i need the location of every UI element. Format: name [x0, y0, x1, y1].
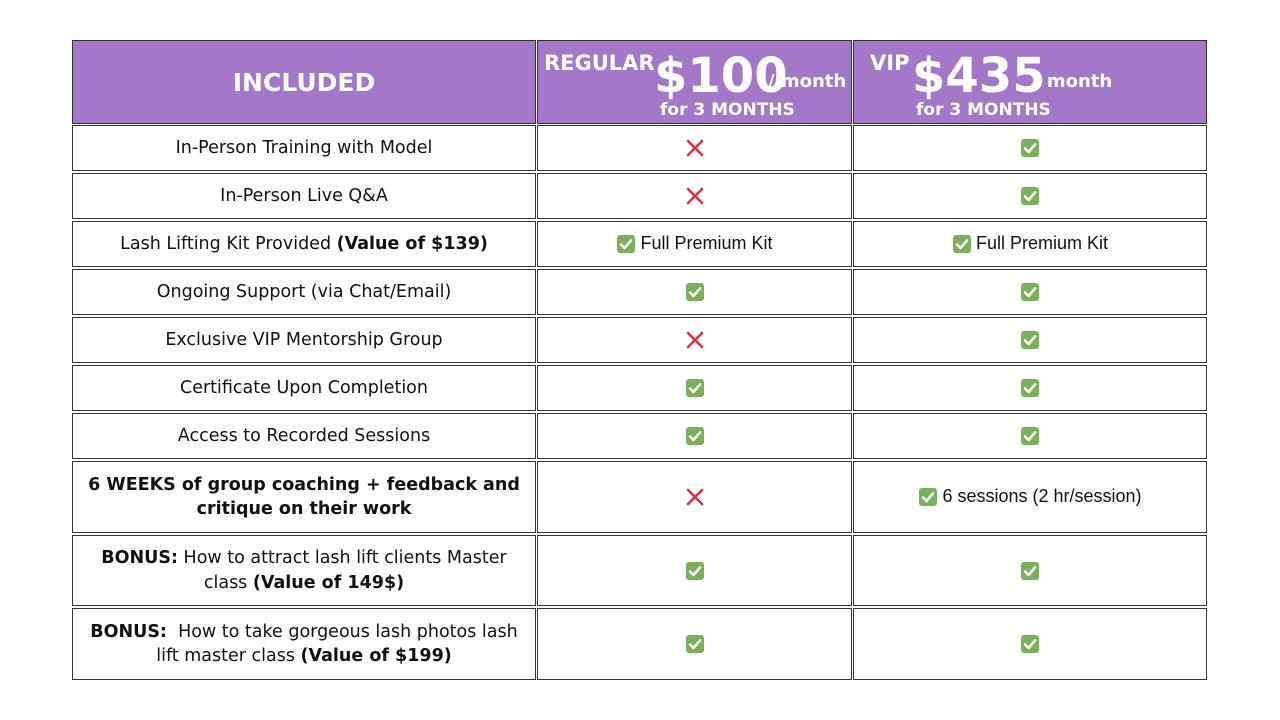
plan-period: / month: [1034, 71, 1113, 92]
feature-text: Lash Lifting Kit Provided (Value of $139…: [120, 232, 488, 257]
feature-cell: BONUS: How to attract lash lift clients …: [72, 535, 536, 606]
feature-text: In-Person Training with Model: [176, 136, 433, 161]
cross-icon: [686, 187, 703, 205]
plan-cell: [853, 173, 1207, 219]
plan-cell: [853, 413, 1207, 459]
feature-text: BONUS: How to attract lash lift clients …: [85, 546, 523, 595]
feature-run: In-Person Training with Model: [175, 137, 433, 158]
feature-run: Exclusive VIP Mentorship Group: [165, 329, 443, 350]
check-icon: [1021, 139, 1039, 157]
feature-cell: Ongoing Support (via Chat/Email): [72, 269, 536, 315]
plan-header: REGULAR $100/ month for 3 MONTHS: [537, 40, 852, 124]
check-icon: [1021, 561, 1039, 580]
feature-text: 6 WEEKS of group coaching + feedback and…: [85, 473, 523, 522]
check-icon: [685, 283, 704, 301]
cross-icon: [686, 139, 703, 157]
check-icon: [1021, 379, 1039, 397]
check-icon: [685, 561, 704, 580]
plan-cell: [537, 608, 852, 680]
feature-run: (Value of 149$): [252, 572, 405, 593]
plan-cell: [537, 461, 852, 533]
plan-cell: Full Premium Kit: [853, 221, 1207, 267]
feature-cell: Certificate Upon Completion: [72, 365, 536, 411]
plan-price: $435: [912, 48, 1046, 104]
feature-cell: 6 WEEKS of group coaching + feedback and…: [72, 461, 536, 533]
plan-cell: [853, 125, 1207, 171]
plan-cell: [537, 365, 852, 411]
feature-run: BONUS:: [90, 621, 167, 642]
check-icon: [1021, 427, 1039, 445]
check-icon: [1021, 635, 1039, 653]
plan-cell: [537, 317, 852, 363]
feature-run: Access to Recorded Sessions: [177, 425, 431, 446]
check-icon: [685, 379, 704, 397]
plan-cell: [853, 535, 1207, 606]
feature-run: 6 WEEKS of group coaching + feedback and…: [88, 474, 526, 520]
plan-cell: Full Premium Kit: [537, 221, 852, 267]
check-icon: [685, 427, 704, 445]
plan-period: / month: [768, 71, 847, 92]
feature-run: (Value of $199): [300, 646, 452, 666]
plan-cell: [853, 365, 1207, 411]
feature-cell: In-Person Training with Model: [72, 125, 536, 171]
feature-cell: BONUS: How to take gorgeous lash photos …: [72, 608, 536, 680]
plan-cell: [853, 269, 1207, 315]
feature-cell: Lash Lifting Kit Provided (Value of $139…: [72, 221, 536, 267]
plan-note: Full Premium Kit: [640, 233, 773, 254]
plan-term: for 3 MONTHS: [660, 100, 795, 120]
feature-run: How to attract lash lift clients Master …: [177, 548, 513, 593]
feature-text: In-Person Live Q&A: [220, 184, 388, 209]
plan-cell: [537, 413, 852, 459]
plan-cell: 6 sessions (2 hr/session): [853, 461, 1207, 533]
check-icon: [952, 235, 971, 253]
check-icon: [1021, 283, 1039, 301]
check-icon: [919, 488, 938, 506]
plan-cell: [537, 269, 852, 315]
cross-icon: [686, 488, 703, 506]
feature-text: BONUS: How to take gorgeous lash photos …: [85, 620, 523, 669]
feature-run: BONUS:: [101, 548, 178, 568]
check-icon: [1021, 187, 1039, 205]
check-icon: [617, 235, 636, 253]
feature-run: (Value of $139): [336, 233, 488, 254]
feature-cell: In-Person Live Q&A: [72, 173, 536, 219]
plan-note: Full Premium Kit: [975, 233, 1109, 254]
feature-text: Certificate Upon Completion: [180, 376, 428, 401]
plan-cell: [537, 173, 852, 219]
feature-run: In-Person Live Q&A: [220, 185, 388, 206]
feature-cell: Access to Recorded Sessions: [72, 413, 536, 459]
header-title: INCLUDED: [232, 67, 376, 97]
feature-run: Ongoing Support (via Chat/Email): [156, 281, 452, 302]
plan-name: REGULAR: [544, 51, 655, 75]
plan-price: $100: [654, 48, 788, 104]
plan-note: 6 sessions (2 hr/session): [942, 486, 1142, 507]
check-icon: [685, 635, 704, 653]
feature-run: Certificate Upon Completion: [180, 377, 428, 398]
plan-cell: [537, 535, 852, 606]
check-icon: [1021, 331, 1039, 349]
feature-text: Access to Recorded Sessions: [178, 424, 430, 449]
feature-text: Ongoing Support (via Chat/Email): [157, 280, 452, 305]
plan-cell: [853, 317, 1207, 363]
plan-name: VIP: [870, 51, 910, 75]
header-cell: INCLUDED: [72, 40, 536, 124]
feature-cell: Exclusive VIP Mentorship Group: [72, 317, 536, 363]
plan-cell: [537, 125, 852, 171]
cross-icon: [686, 331, 703, 349]
plan-term: for 3 MONTHS: [916, 100, 1051, 120]
feature-run: Lash Lifting Kit Provided: [120, 233, 337, 254]
feature-run: How to take gorgeous lash photos lash li…: [156, 621, 524, 667]
plan-header: VIP $435/ month for 3 MONTHS: [853, 40, 1207, 124]
feature-text: Exclusive VIP Mentorship Group: [165, 328, 442, 353]
plan-cell: [853, 608, 1207, 680]
